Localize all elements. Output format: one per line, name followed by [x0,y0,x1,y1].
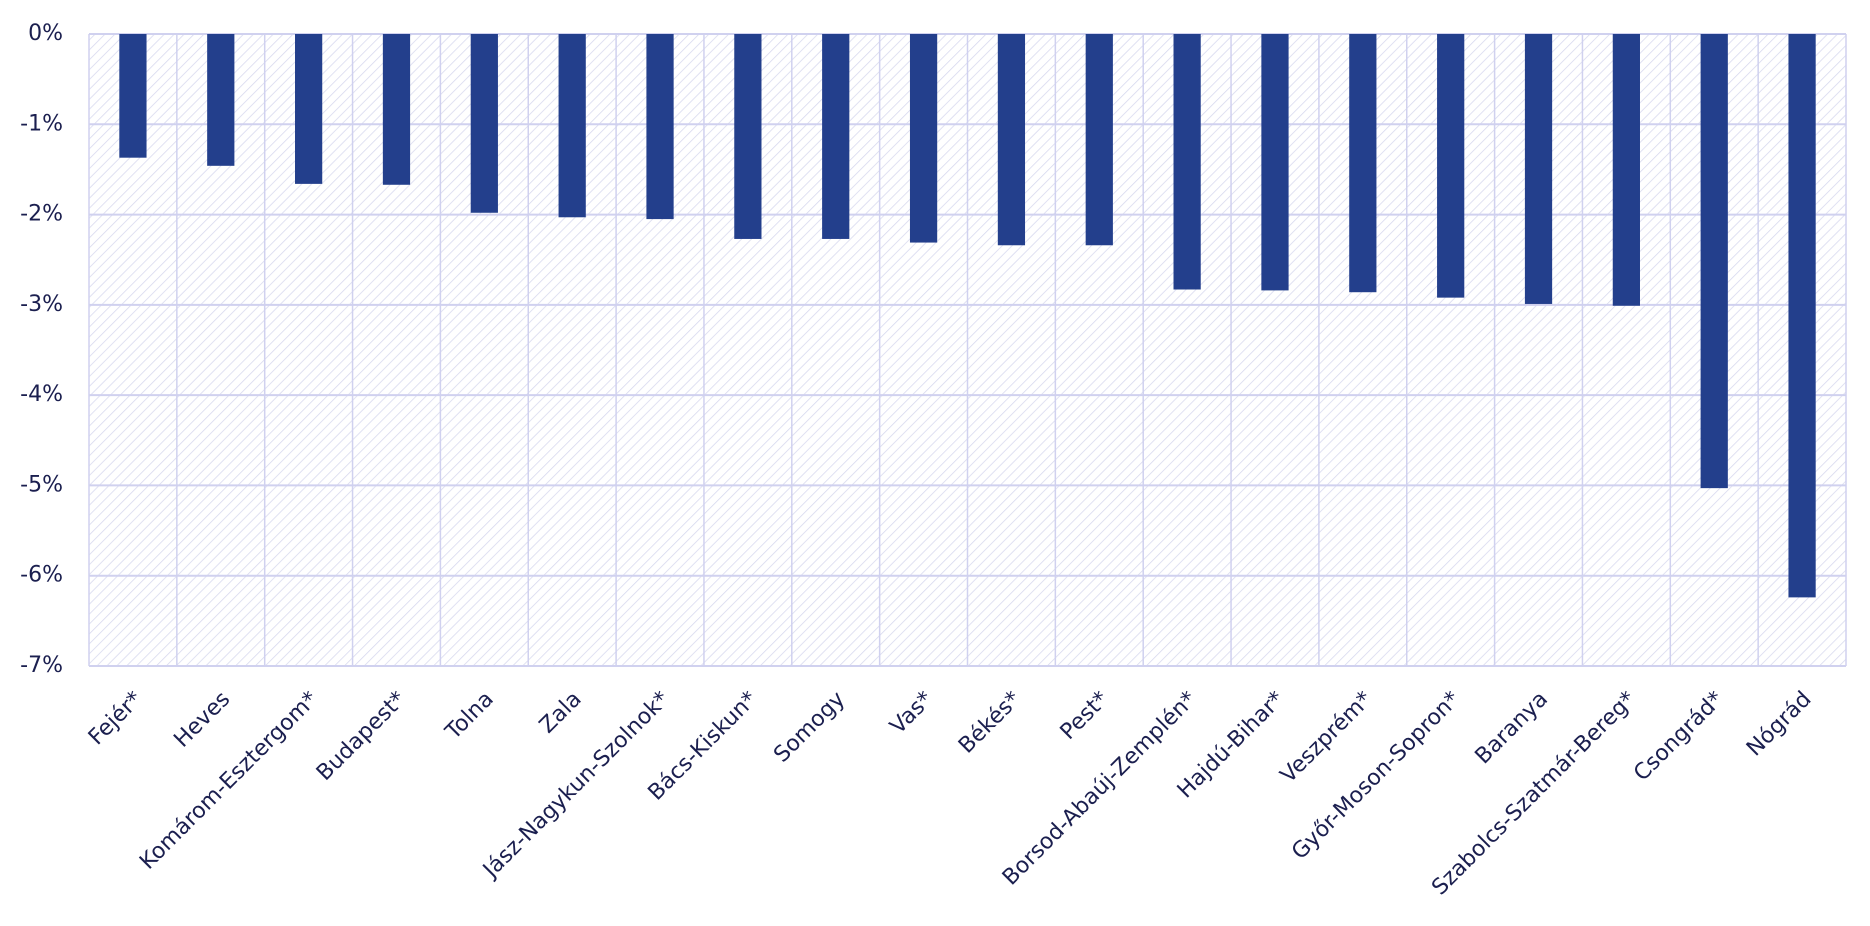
bar [1700,34,1728,489]
bar [119,34,147,158]
bar [1173,34,1201,290]
bar [1612,34,1640,306]
bar [822,34,850,239]
bar [734,34,762,239]
y-tick-label: -3% [20,292,63,317]
x-tick-label: Budapest* [312,687,411,786]
bar [997,34,1026,246]
bar [1437,34,1465,298]
x-tick-label: Nógrád [1742,687,1817,762]
bar [909,34,938,243]
bar [382,34,411,185]
x-tick-label: Győr-Moson-Sopron* [1287,687,1465,865]
y-tick-label: -7% [20,653,63,678]
y-tick-label: -2% [20,202,63,227]
bar [558,34,586,218]
y-tick-label: -5% [20,472,63,497]
bar [1788,34,1816,598]
x-tick-label: Heves [169,687,235,753]
x-tick-label: Tolna [440,687,498,745]
y-tick-label: -6% [20,563,63,588]
x-tick-label: Békés* [954,687,1026,759]
x-tick-label: Komárom-Esztergom* [135,687,323,875]
bar [1349,34,1377,293]
bar [470,34,498,213]
bar [1261,34,1289,291]
x-tick-label: Pest* [1056,687,1114,745]
x-tick-label: Vas* [886,687,939,740]
bar [646,34,674,220]
x-tick-label: Somogy [769,687,850,768]
y-tick-label: -1% [20,111,63,136]
y-tick-label: -4% [20,382,63,407]
x-tick-label: Csongrád* [1629,687,1728,786]
y-tick-label: 0% [28,21,63,46]
bar [1524,34,1553,304]
x-tick-label: Baranya [1471,687,1553,769]
bar [207,34,235,166]
x-tick-label: Zala [535,687,587,739]
bar [295,34,323,184]
x-tick-label: Fejér* [84,687,147,750]
bar [1085,34,1113,246]
